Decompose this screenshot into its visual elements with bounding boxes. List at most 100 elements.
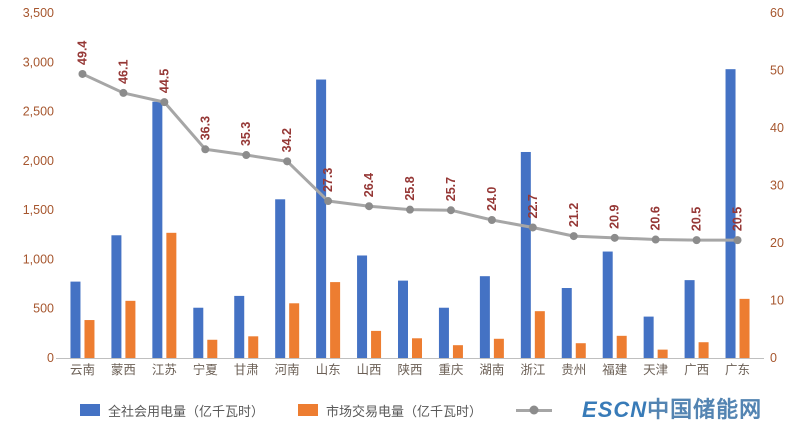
y-axis-left-tick: 3,500 — [23, 6, 54, 20]
watermark-cn-text: 中国储能网 — [647, 397, 763, 422]
bar-s0-云南 — [70, 281, 81, 358]
bar-s1-广东 — [739, 298, 750, 358]
y-axis-left-tick: 500 — [33, 302, 54, 316]
x-axis-label-广西: 广西 — [684, 363, 709, 377]
y-axis-left-tick: 2,000 — [23, 154, 54, 168]
bar-s0-甘肃 — [234, 295, 245, 358]
share-line-point-天津 — [651, 235, 660, 244]
y-axis-right-tick: 50 — [770, 64, 784, 78]
y-axis-right-tick: 0 — [770, 351, 777, 365]
share-data-label-宁夏: 36.3 — [198, 116, 212, 140]
y-axis-right-tick: 30 — [770, 179, 784, 193]
legend-label-market-traded: 市场交易电量（亿千瓦时） — [326, 403, 483, 419]
x-axis-label-江苏: 江苏 — [152, 362, 177, 377]
x-axis-label-重庆: 重庆 — [438, 362, 464, 377]
legend-marker-gray-line — [516, 405, 553, 415]
share-data-label-福建: 20.9 — [608, 204, 622, 228]
bar-s1-贵州 — [575, 343, 586, 358]
y-axis-right-tick: 10 — [770, 294, 784, 308]
share-line-point-山东 — [324, 197, 333, 206]
bar-s1-湖南 — [493, 338, 504, 358]
bar-s1-宁夏 — [207, 339, 218, 358]
share-data-label-山西: 26.4 — [362, 173, 376, 197]
bar-s1-天津 — [657, 349, 668, 358]
bar-s0-浙江 — [520, 151, 531, 358]
share-data-label-陕西: 25.8 — [403, 176, 417, 200]
share-data-label-蒙西: 46.1 — [116, 60, 130, 84]
bar-s1-蒙西 — [125, 300, 136, 358]
x-axis-label-蒙西: 蒙西 — [111, 363, 136, 377]
share-line-point-江苏 — [160, 98, 169, 107]
share-data-label-浙江: 22.7 — [526, 194, 540, 218]
share-data-label-云南: 49.4 — [75, 41, 89, 65]
share-data-label-江苏: 44.5 — [157, 69, 171, 93]
share-line — [81, 72, 738, 242]
share-data-label-广西: 20.5 — [690, 207, 704, 231]
share-line-point-宁夏 — [201, 145, 210, 154]
y-axis-right-tick: 40 — [770, 121, 784, 135]
share-line-point-重庆 — [446, 206, 455, 215]
x-axis-label-山西: 山西 — [357, 363, 382, 377]
share-line-point-湖南 — [487, 216, 496, 224]
bar-s0-江苏 — [152, 101, 163, 358]
legend: 全社会用电量（亿千瓦时） 市场交易电量（亿千瓦时） ESCN中国储能网 — [80, 399, 762, 421]
x-axis-label-贵州: 贵州 — [561, 363, 586, 377]
bar-s1-山西 — [371, 330, 382, 358]
y-axis-left-tick: 3,000 — [23, 55, 54, 69]
x-axis-label-河南: 河南 — [275, 362, 300, 377]
bar-s0-天津 — [643, 316, 654, 358]
y-axis-left-tick: 1,000 — [23, 252, 54, 266]
bar-s0-蒙西 — [111, 235, 122, 358]
bar-s0-重庆 — [438, 307, 449, 358]
bar-s0-广东 — [725, 69, 736, 358]
bar-s1-甘肃 — [248, 336, 259, 358]
bar-s0-宁夏 — [193, 307, 204, 358]
share-line-point-甘肃 — [242, 151, 251, 160]
bar-s0-湖南 — [479, 276, 490, 358]
share-data-label-河南: 34.2 — [280, 128, 294, 152]
combo-chart: 0 500 1,000 1,500 2,000 2,500 3,000 3,500 0 10 20 3… — [23, 6, 784, 377]
share-line-point-蒙西 — [119, 88, 128, 97]
bar-s1-山东 — [330, 282, 341, 358]
legend-item-market-traded: 市场交易电量（亿千瓦时） — [298, 401, 482, 420]
share-line-point-河南 — [283, 157, 292, 166]
bar-s1-江苏 — [166, 232, 177, 358]
x-axis-label-陕西: 陕西 — [397, 362, 422, 377]
share-line-point-陕西 — [406, 205, 414, 214]
x-axis-label-浙江: 浙江 — [520, 362, 545, 377]
x-axis-label-山东: 山东 — [316, 363, 341, 377]
x-axis-label-广东: 广东 — [725, 363, 750, 377]
x-axis-label-甘肃: 甘肃 — [234, 363, 259, 377]
bar-s1-浙江 — [534, 311, 545, 358]
legend-label-total-consumption: 全社会用电量（亿千瓦时） — [108, 403, 265, 419]
x-axis-label-云南: 云南 — [70, 362, 95, 377]
x-axis-label-湖南: 湖南 — [479, 362, 504, 377]
share-line-point-贵州 — [569, 232, 578, 241]
share-data-label-重庆: 25.7 — [444, 177, 458, 201]
share-data-label-山东: 27.3 — [321, 168, 335, 192]
share-line-point-广东 — [733, 236, 742, 245]
share-line-point-福建 — [610, 233, 619, 242]
y-axis-left-tick: 1,500 — [23, 203, 54, 217]
legend-item-total-consumption: 全社会用电量（亿千瓦时） — [80, 401, 264, 420]
bar-s1-广西 — [698, 342, 709, 358]
bar-s0-山西 — [357, 255, 368, 358]
bar-s1-福建 — [616, 335, 627, 358]
legend-marker-orange-bar — [298, 404, 319, 416]
bar-s1-河南 — [289, 303, 300, 358]
legend-item-share-line — [516, 405, 560, 415]
bar-s1-重庆 — [452, 345, 463, 358]
bar-s0-山东 — [316, 79, 327, 359]
bar-s0-贵州 — [561, 288, 572, 358]
y-axis-right-tick: 60 — [770, 6, 784, 20]
share-data-label-甘肃: 35.3 — [239, 122, 253, 146]
share-data-label-天津: 20.6 — [649, 206, 663, 230]
y-axis-left-tick: 2,500 — [23, 105, 54, 119]
bar-s1-云南 — [84, 320, 95, 358]
bar-s0-广西 — [684, 280, 695, 358]
share-line-point-浙江 — [528, 223, 537, 232]
x-axis-label-天津: 天津 — [643, 363, 668, 377]
legend-marker-blue-bar — [80, 404, 100, 416]
share-line-point-云南 — [78, 69, 87, 78]
